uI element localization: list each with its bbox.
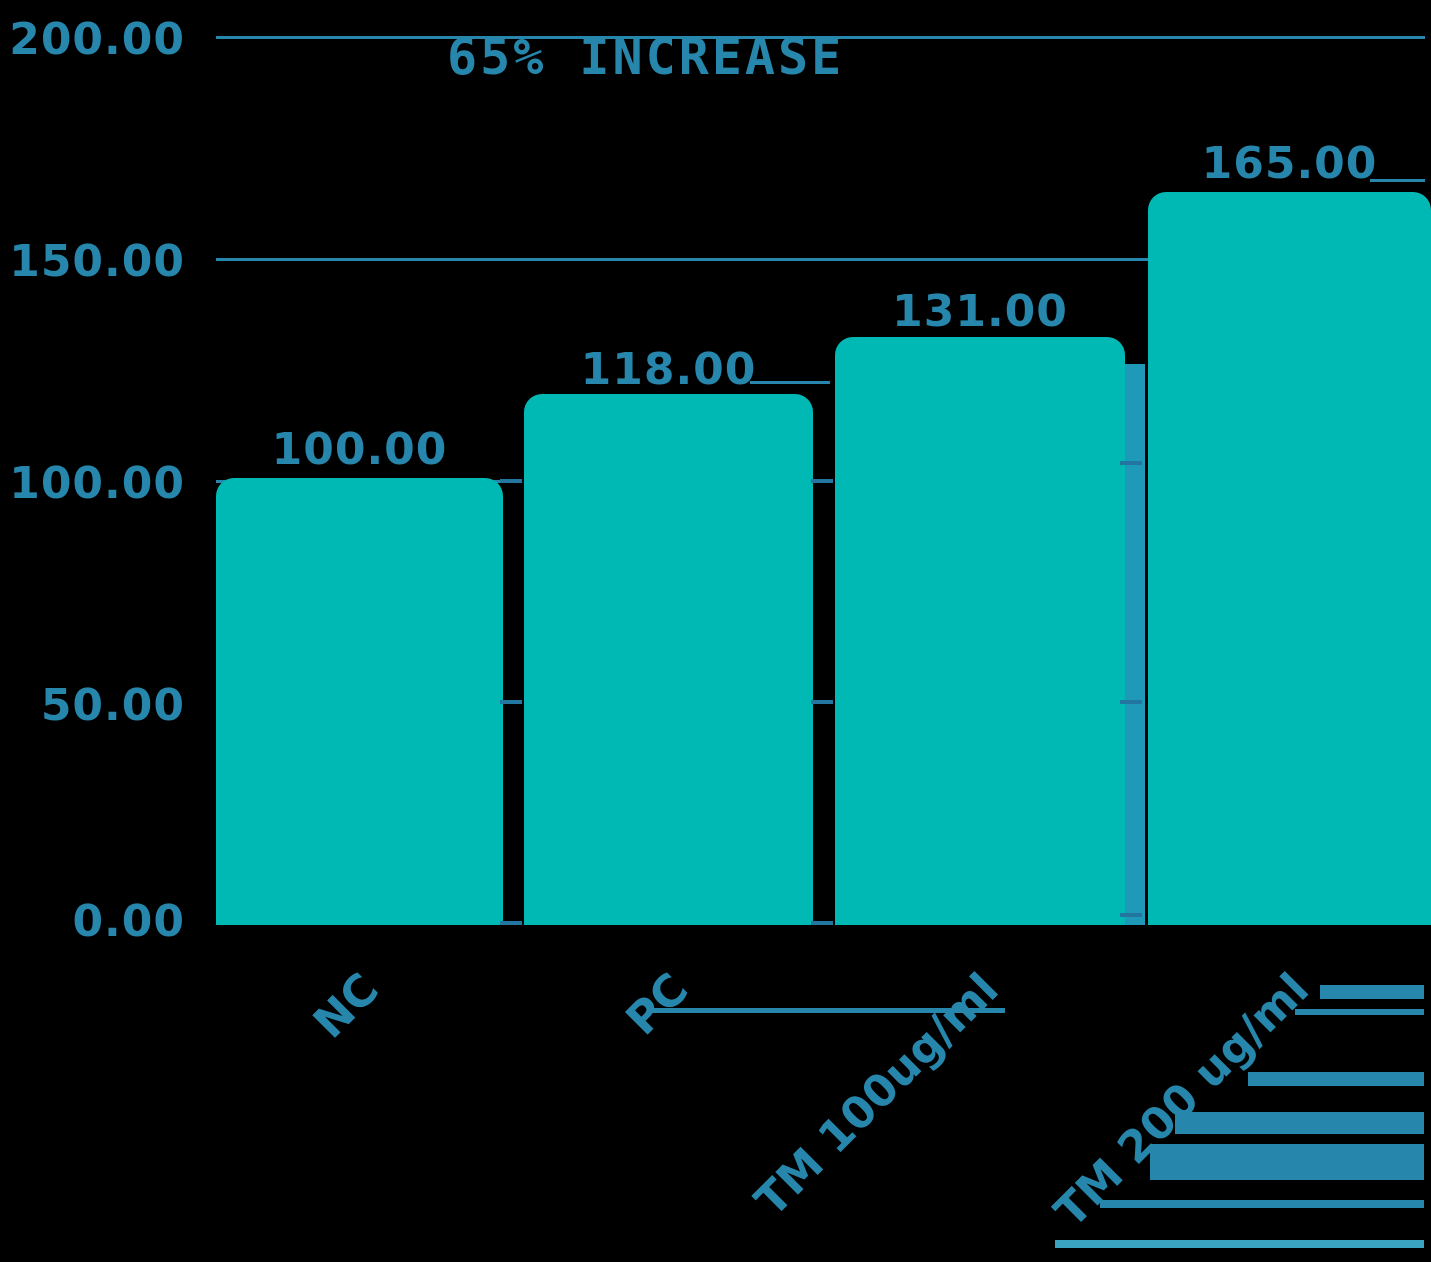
x-label-tm-100: TM 100ug/ml — [745, 963, 1009, 1227]
ytick-150: 150.00 — [9, 236, 185, 287]
tick-mark — [1120, 700, 1142, 704]
artifact-line — [1055, 1240, 1424, 1248]
bar-tm-100[interactable] — [835, 337, 1125, 925]
gridline-150 — [216, 258, 1148, 261]
artifact-line — [650, 1008, 1005, 1013]
artifact-line — [1320, 985, 1424, 999]
ytick-200: 200.00 — [9, 14, 185, 65]
artifact-line — [1100, 1200, 1424, 1208]
artifact-line — [1175, 1112, 1424, 1134]
bar-tm-200[interactable] — [1148, 192, 1431, 925]
gridline-200 — [216, 36, 1425, 39]
tick-mark — [500, 700, 522, 704]
value-label-nc: 100.00 — [271, 424, 448, 475]
gridline-165 — [1370, 179, 1425, 182]
gridline-118 — [750, 381, 830, 384]
x-label-tm-200: TM 200 ug/ml — [1044, 963, 1319, 1238]
ytick-100: 100.00 — [9, 458, 185, 509]
x-label-pc: PC — [616, 963, 699, 1046]
ytick-50: 50.00 — [40, 680, 185, 731]
value-label-tm-200: 165.00 — [1201, 138, 1378, 189]
tick-mark — [1120, 913, 1142, 917]
value-label-pc: 118.00 — [580, 344, 757, 395]
tick-mark — [1120, 461, 1142, 465]
tick-mark — [500, 921, 522, 925]
tick-mark — [811, 700, 833, 704]
artifact-line — [1248, 1072, 1424, 1086]
x-label-nc: NC — [303, 963, 389, 1049]
tick-mark — [811, 921, 833, 925]
tick-mark — [500, 479, 522, 483]
bar-nc[interactable] — [216, 478, 503, 925]
tick-mark — [811, 479, 833, 483]
chart-title: 65% INCREASE — [447, 28, 845, 86]
artifact-line — [1150, 1144, 1424, 1180]
bar-pc[interactable] — [524, 394, 813, 925]
artifact-line — [1295, 1009, 1424, 1015]
ytick-0: 0.00 — [72, 896, 185, 947]
value-label-tm-100: 131.00 — [892, 286, 1068, 337]
